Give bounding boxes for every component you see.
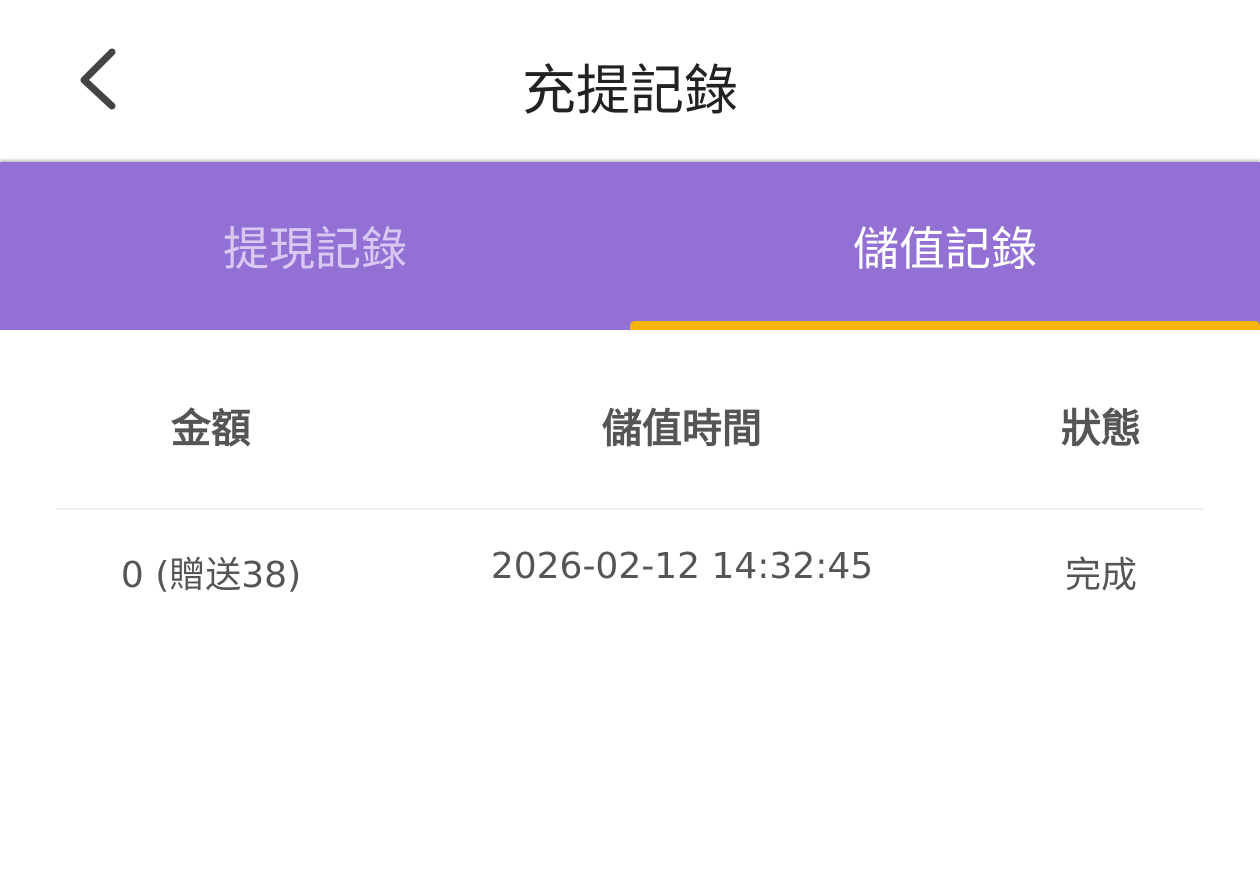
active-tab-indicator [630, 321, 1260, 330]
cell-amount: 0 (贈送38) [120, 555, 302, 596]
chevron-left-icon [80, 48, 116, 110]
app-header: 充提記錄 [0, 0, 1260, 162]
tab-deposit-records[interactable]: 儲值記錄 [853, 222, 1037, 276]
tab-withdrawal-records[interactable]: 提現記錄 [223, 222, 407, 276]
tab-bar: 提現記錄 儲值記錄 [0, 162, 1260, 330]
table-header: 金額 儲值時間 狀態 [56, 360, 1204, 510]
column-amount: 金額 [171, 406, 251, 452]
cell-status: 完成 [1064, 555, 1137, 596]
back-button[interactable] [70, 44, 130, 114]
page-title: 充提記錄 [522, 59, 738, 122]
column-status: 狀態 [1061, 406, 1141, 452]
column-deposit-time: 儲值時間 [602, 406, 762, 452]
table-row: 0 (贈送38) 2026-02-12 14:32:45 完成 [56, 510, 1204, 620]
cell-deposit-time: 2026-02-12 14:32:45 [490, 546, 874, 587]
